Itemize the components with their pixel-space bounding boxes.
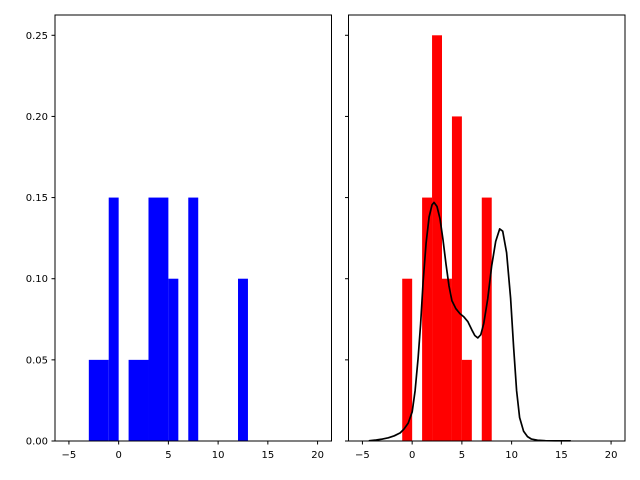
x-tick-label: 0 (409, 450, 415, 461)
histogram-bar (128, 359, 149, 441)
x-tick-label: 15 (261, 450, 274, 461)
x-tick-label: 10 (212, 450, 225, 461)
y-tick-label: 0.10 (26, 274, 48, 285)
histogram-bar (432, 35, 442, 441)
x-tick-label: 10 (505, 450, 518, 461)
histogram-bar (461, 359, 472, 441)
axes-frame (54, 14, 332, 442)
histogram-bar (188, 197, 199, 441)
x-tick-label: 5 (459, 450, 465, 461)
kde-curve (368, 201, 572, 442)
x-tick-label: 0 (115, 450, 121, 461)
histogram-bar (451, 116, 462, 442)
histogram-bar (441, 278, 452, 441)
histogram-bar (148, 197, 169, 441)
x-tick-label: 20 (311, 450, 324, 461)
y-tick-label: 0.15 (26, 193, 48, 204)
histogram-bar (168, 278, 179, 441)
x-tick-label: −5 (355, 450, 370, 461)
x-tick-label: 20 (605, 450, 618, 461)
histogram-bar (88, 359, 109, 441)
y-tick-label: 0.00 (26, 437, 48, 448)
subplot-left: −5 0 5 10 15 20 0.00 0.05 0.10 0.15 0.20 0.25 (26, 14, 332, 461)
axes-frame (348, 14, 626, 442)
x-tick-label: 5 (165, 450, 171, 461)
y-tick-label: 0.05 (26, 355, 48, 366)
y-tick-label: 0.20 (26, 112, 48, 123)
histogram-bar (108, 197, 119, 441)
histogram-bar (422, 197, 433, 441)
histogram-bar (402, 278, 413, 441)
x-tick-label: −5 (62, 450, 77, 461)
histogram-bar (238, 278, 248, 441)
histogram-bar (481, 197, 492, 441)
x-tick-label: 15 (555, 450, 568, 461)
subplot-right: −5 0 5 10 15 20 (345, 14, 626, 461)
y-tick-label: 0.25 (26, 31, 48, 42)
